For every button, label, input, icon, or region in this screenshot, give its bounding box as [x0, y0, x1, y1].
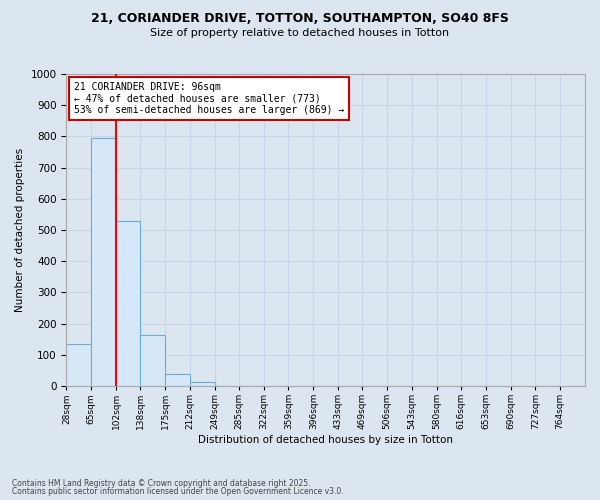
- Bar: [91, 138, 116, 386]
- X-axis label: Distribution of detached houses by size in Totton: Distribution of detached houses by size …: [198, 435, 453, 445]
- Bar: [165, 374, 190, 386]
- Text: Contains public sector information licensed under the Open Government Licence v3: Contains public sector information licen…: [12, 487, 344, 496]
- Text: Size of property relative to detached houses in Totton: Size of property relative to detached ho…: [151, 28, 449, 38]
- Text: 21, CORIANDER DRIVE, TOTTON, SOUTHAMPTON, SO40 8FS: 21, CORIANDER DRIVE, TOTTON, SOUTHAMPTON…: [91, 12, 509, 26]
- Text: 21 CORIANDER DRIVE: 96sqm
← 47% of detached houses are smaller (773)
53% of semi: 21 CORIANDER DRIVE: 96sqm ← 47% of detac…: [74, 82, 344, 115]
- Y-axis label: Number of detached properties: Number of detached properties: [15, 148, 25, 312]
- Bar: [67, 344, 91, 386]
- Bar: [140, 335, 165, 386]
- Text: Contains HM Land Registry data © Crown copyright and database right 2025.: Contains HM Land Registry data © Crown c…: [12, 478, 311, 488]
- Bar: [190, 382, 215, 386]
- Bar: [116, 222, 140, 386]
